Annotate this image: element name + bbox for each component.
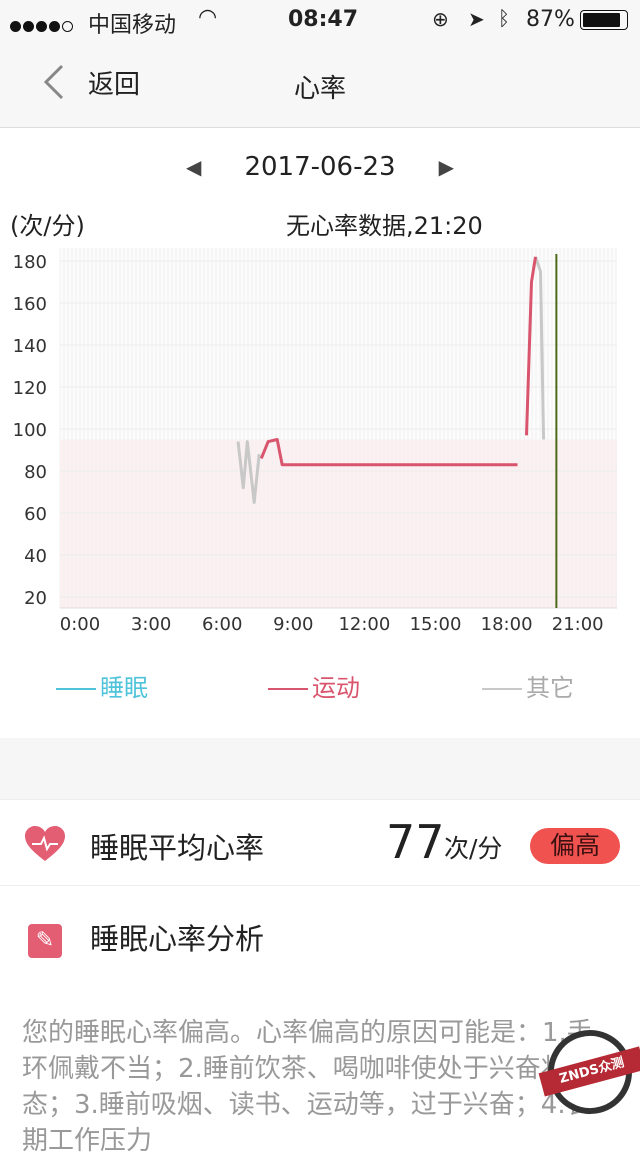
- back-button[interactable]: 返回: [40, 62, 140, 102]
- series-line-其它: [534, 256, 546, 440]
- nav-bar: 返回 心率: [0, 40, 640, 128]
- y-tick-label: 80: [24, 462, 47, 483]
- legend-exercise: 运动: [268, 668, 360, 703]
- series-line-运动: [259, 438, 518, 467]
- chart-info: 无心率数据,21:20: [286, 212, 483, 240]
- legend-line: [482, 688, 522, 690]
- sleep-average-row: 睡眠平均心率 77 次/分 偏高: [0, 801, 640, 886]
- sleep-average-label: 睡眠平均心率: [90, 831, 265, 865]
- y-axis-unit: (次/分): [10, 212, 85, 240]
- y-tick-label: 180: [13, 252, 47, 273]
- x-tick-label: 0:00: [60, 614, 100, 635]
- carrier: 中国移动: [88, 13, 177, 38]
- location-arrow-icon: ➤: [468, 7, 485, 31]
- edit-icon: ✎: [28, 924, 62, 958]
- legend-label: 其它: [526, 674, 574, 702]
- x-tick-label: 3:00: [131, 614, 171, 635]
- wifi-icon: ◠: [198, 5, 218, 30]
- x-tick-label: 12:00: [338, 614, 390, 635]
- back-label: 返回: [88, 69, 141, 100]
- battery-percent: 87%: [526, 7, 575, 32]
- x-tick-label: 9:00: [273, 614, 313, 635]
- date-label: 2017-06-23: [244, 152, 396, 182]
- next-day-button[interactable]: ▶: [438, 155, 454, 179]
- section-divider: [0, 738, 640, 800]
- y-tick-label: 160: [13, 294, 47, 315]
- analysis-text: 您的睡眠心率偏高。心率偏高的原因可能是：1.手环佩戴不当；2.睡前饮茶、喝咖啡使…: [22, 1018, 593, 1156]
- status-bar: 中国移动 ◠ 08:47 ⊕ ➤ ᛒ 87%: [0, 0, 640, 40]
- y-tick-label: 100: [13, 420, 47, 441]
- heart-rate-chart[interactable]: 180 160 140 120 100 80 60 40 20 0:00 3:00 6:00 9:00 1…: [0, 240, 640, 640]
- x-tick-label: 15:00: [410, 614, 462, 635]
- analysis-label: 睡眠心率分析: [90, 922, 265, 956]
- legend-line: [56, 688, 96, 690]
- page-title: 心率: [293, 74, 346, 104]
- bluetooth-icon: ᛒ: [498, 6, 510, 30]
- x-tick-label: 21:00: [552, 614, 604, 635]
- sleep-average-value: 77: [386, 815, 445, 869]
- signal-icon: [10, 13, 75, 38]
- y-tick-label: 140: [13, 336, 47, 357]
- sleep-average-unit: 次/分: [444, 834, 503, 863]
- chevron-left-icon: [43, 64, 64, 100]
- rotation-lock-icon: ⊕: [432, 7, 449, 31]
- prev-day-button[interactable]: ◀: [186, 155, 202, 179]
- series-line-其它: [236, 440, 261, 504]
- clock: 08:47: [288, 7, 359, 32]
- analysis-row: ✎ 睡眠心率分析: [0, 886, 640, 981]
- y-tick-label: 120: [13, 378, 47, 399]
- date-navigator: ◀ 2017-06-23 ▶: [186, 152, 454, 182]
- battery-icon: [580, 10, 628, 30]
- y-tick-label: 60: [24, 504, 47, 525]
- legend-label: 运动: [312, 674, 360, 702]
- heart-icon: [25, 826, 65, 861]
- y-tick-label: 20: [24, 588, 47, 609]
- legend-sleep: 睡眠: [56, 668, 148, 703]
- legend-line: [268, 688, 308, 690]
- x-tick-label: 6:00: [202, 614, 242, 635]
- series-line-运动: [525, 256, 537, 436]
- legend-label: 睡眠: [100, 674, 148, 702]
- status-badge: 偏高: [530, 828, 620, 864]
- x-tick-label: 18:00: [481, 614, 533, 635]
- legend-other: 其它: [482, 668, 574, 703]
- y-tick-label: 40: [24, 546, 47, 567]
